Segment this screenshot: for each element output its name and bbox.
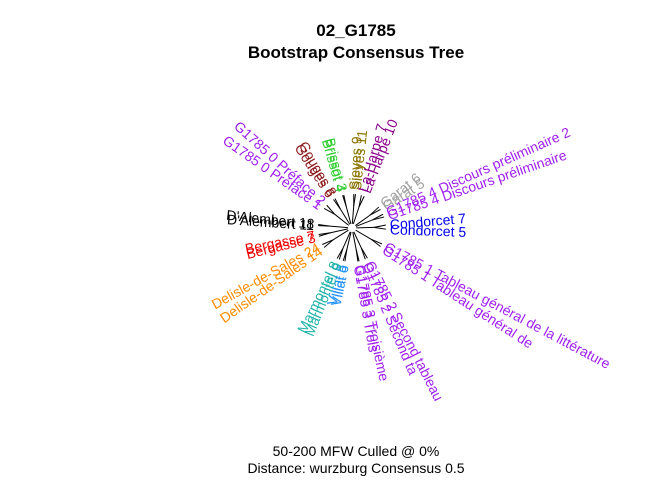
internal-branch (330, 225, 348, 229)
internal-branch (342, 231, 351, 249)
leaf-label: Sieyes 11 (348, 129, 370, 191)
internal-branch (352, 206, 360, 225)
internal-branch (355, 214, 371, 226)
leaf-branch (358, 196, 365, 208)
leaf-branch (355, 249, 359, 262)
leaf-branch (323, 208, 336, 215)
leaf-branch (373, 226, 387, 230)
leaf-label: Condorcet 7 (389, 210, 467, 233)
leaf-branch (360, 247, 366, 260)
figure-subtitle: Bootstrap Consensus Tree (248, 43, 464, 62)
internal-branch (330, 228, 349, 234)
caption-distance: Distance: wurzburg Consensus 0.5 (247, 460, 464, 476)
leaf-branch (326, 204, 336, 215)
internal-branch (351, 206, 355, 224)
internal-branch (333, 229, 349, 241)
internal-branch (346, 231, 352, 250)
leaf-label: Sieyes 9 (346, 136, 365, 191)
leaf-branch (373, 224, 386, 228)
internal-branch (355, 219, 373, 227)
internal-branch (355, 229, 372, 240)
internal-branch (340, 208, 351, 225)
leaf-label: Condorcet 5 (390, 221, 467, 240)
caption-mfw: 50-200 MFW Culled @ 0% (273, 443, 440, 459)
leaf-branch (318, 223, 331, 227)
leaf-branch (353, 194, 357, 207)
internal-branch (352, 232, 357, 250)
internal-branch (334, 213, 350, 226)
leaf-branch (343, 194, 347, 207)
leaf-branch (336, 247, 344, 259)
internal-branch (345, 206, 352, 225)
leaf-branch (318, 232, 331, 235)
leaf-label: D'Alembert 11 (227, 211, 315, 233)
leaf-branch (372, 216, 385, 221)
figure-title: 02_G1785 (316, 21, 395, 40)
leaf-branch (322, 239, 334, 245)
leaf-branch (323, 239, 334, 248)
leaf-branch (369, 209, 381, 216)
leaf-branch (333, 199, 341, 210)
tree (318, 194, 387, 262)
leaf-branch (370, 238, 381, 247)
leaf-branch (342, 249, 348, 261)
internal-branch (353, 231, 362, 249)
